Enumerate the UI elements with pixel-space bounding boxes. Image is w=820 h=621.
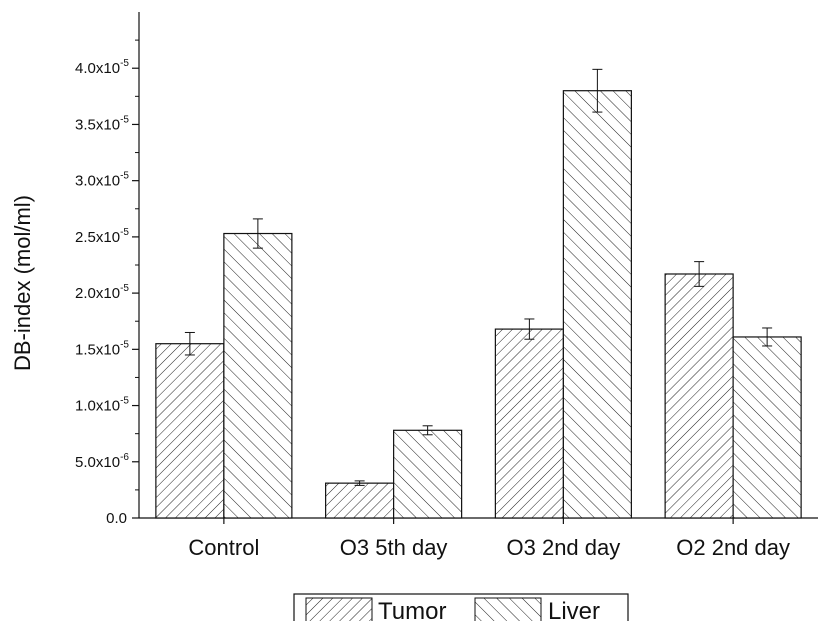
y-ticks: 0.0 5.0x10-6 1.0x10-5 1.5x10-5 2.0x10-5 2.5x1… — [75, 39, 139, 527]
y-tick-label: 1.0x10-5 — [75, 396, 129, 415]
y-tick-label: 2.5x10-5 — [75, 227, 129, 246]
y-tick-label: 3.0x10-5 — [75, 171, 129, 190]
bar-liver — [562, 90, 632, 519]
error-bar — [524, 318, 535, 340]
legend: Tumor Liver — [293, 593, 629, 621]
error-bar — [252, 218, 263, 249]
x-tick-label: Control — [188, 535, 259, 560]
error-bar — [762, 327, 773, 347]
error-bar — [184, 331, 195, 356]
x-tick-label: O3 5th day — [340, 535, 448, 560]
bar-tumor — [155, 343, 225, 519]
error-bar — [354, 480, 365, 486]
y-tick-label: 4.0x10-5 — [75, 58, 129, 77]
legend-label-tumor: Tumor — [378, 598, 446, 621]
y-tick-label: 5.0x10-6 — [75, 452, 129, 471]
bar-liver — [223, 232, 293, 519]
y-tick-label: 1.5x10-5 — [75, 339, 129, 358]
x-tick-labels: Control O3 5th day O3 2nd day O2 2nd day — [188, 518, 790, 560]
y-axis-title: DB-index (mol/ml) — [10, 195, 35, 371]
legend-swatch-tumor — [305, 597, 373, 621]
x-tick-label: O3 2nd day — [507, 535, 621, 560]
bar-liver — [732, 336, 802, 519]
error-bar — [694, 261, 705, 287]
legend-swatch-liver — [474, 597, 542, 621]
x-tick-label: O2 2nd day — [676, 535, 790, 560]
bars — [155, 90, 802, 519]
bar-tumor — [664, 273, 734, 519]
bar-tumor — [494, 328, 564, 519]
y-tick-label: 0.0 — [106, 510, 127, 527]
bar-tumor — [325, 482, 395, 519]
bar-liver — [393, 429, 463, 519]
error-bar — [422, 425, 433, 436]
legend-label-liver: Liver — [548, 598, 600, 621]
error-bar — [592, 68, 603, 113]
y-tick-label: 2.0x10-5 — [75, 283, 129, 302]
error-bars — [184, 68, 773, 486]
y-tick-label: 3.5x10-5 — [75, 114, 129, 133]
